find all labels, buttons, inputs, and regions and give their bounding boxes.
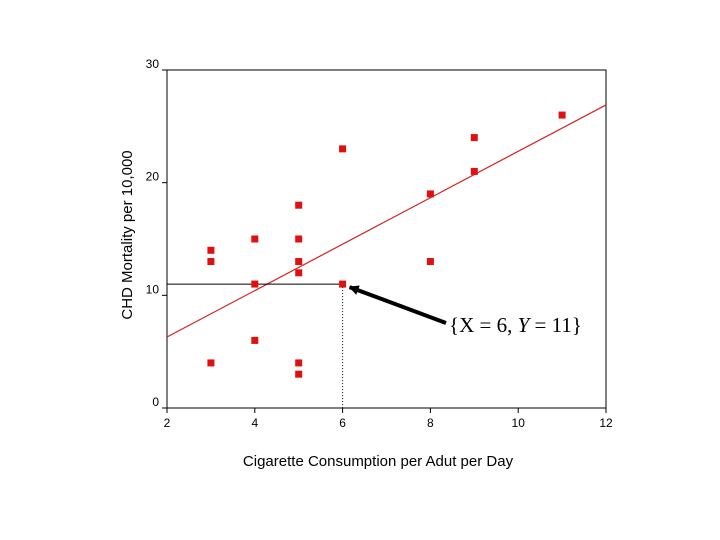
data-point [251,235,259,243]
y-tick-label: 0 [152,395,159,409]
data-point [295,359,303,367]
x-axis-title: Cigarette Consumption per Adut per Day [243,453,514,470]
data-point [207,258,215,266]
data-point [295,258,303,266]
data-point [339,145,347,153]
x-tick-label: 12 [599,416,613,430]
regression-line [166,104,607,338]
data-point [339,280,347,288]
y-tick-label: 20 [146,170,160,184]
x-tick-label: 4 [251,416,258,430]
data-point [207,359,215,367]
y-tick-label: 30 [146,57,160,71]
y-tick-label: 10 [146,282,160,296]
plot-area: 2 4 6 8 10 12 0 10 20 30 [146,57,613,430]
annotation-prefix: {X = 6, [449,313,518,337]
annotation-y-var: Y [518,313,532,337]
data-point [426,258,434,266]
x-tick-label: 8 [427,416,434,430]
data-point [207,246,215,254]
data-point [295,269,303,277]
data-point [470,134,478,142]
data-point [295,201,303,209]
annotation-suffix: = 11} [529,313,582,337]
data-point [295,370,303,378]
data-point [470,167,478,175]
data-point [295,235,303,243]
data-point [558,111,566,119]
point-annotation: {X = 6, Y = 11} [449,313,582,337]
y-axis-title: CHD Mortality per 10,000 [119,150,136,319]
plot-border [166,69,607,409]
data-point [251,280,259,288]
x-tick-label: 10 [512,416,526,430]
x-tick-label: 2 [164,416,171,430]
data-point [426,190,434,198]
data-point [251,336,259,344]
annotation-arrow [348,285,447,325]
x-tick-label: 6 [339,416,346,430]
